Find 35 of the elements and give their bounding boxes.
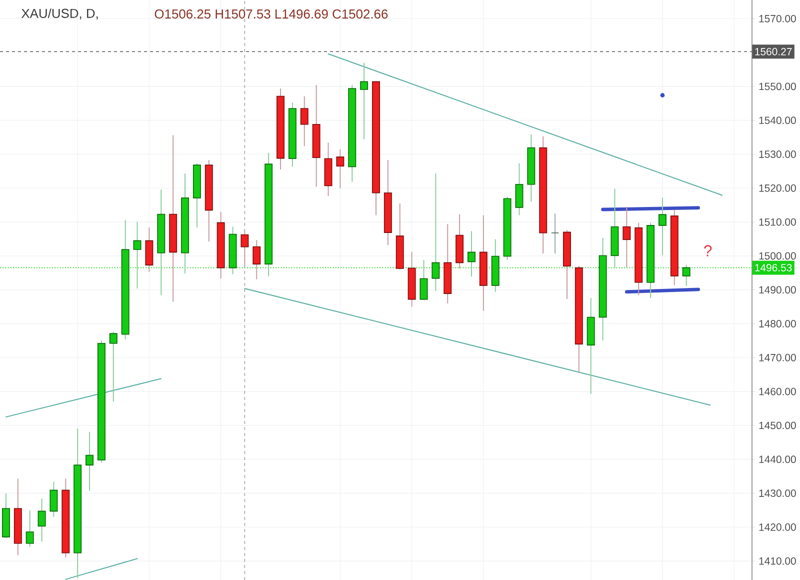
y-tick-label: 1460.00 [759, 388, 796, 396]
candlestick [658, 197, 666, 256]
y-tick-label: 1440.00 [759, 456, 796, 464]
y-tick-label: 1540.00 [759, 116, 796, 124]
y-tick-label: 1420.00 [759, 523, 796, 531]
y-tick-label: 1490.00 [759, 286, 796, 294]
candlestick [336, 148, 344, 189]
y-tick-label: 1480.00 [759, 320, 796, 328]
candlestick [38, 498, 46, 542]
y-tick-label: 1450.00 [759, 422, 796, 430]
ref-line-label: 1560.27 [755, 48, 792, 56]
text: XAU/USD, D, [21, 8, 98, 20]
annotation: ? [704, 245, 712, 256]
candlestick [515, 162, 524, 216]
y-tick-label: 1500.00 [759, 252, 796, 260]
candlestick [26, 510, 34, 548]
candlestick [551, 213, 560, 254]
ref-line-label: 1496.53 [755, 264, 792, 272]
candlestick [86, 431, 94, 492]
y-tick-label: 1530.00 [759, 150, 796, 158]
candlestick [360, 62, 368, 140]
candlestick [300, 96, 308, 147]
candlestick [50, 481, 58, 518]
y-tick-label: 1550.00 [759, 82, 796, 90]
y-tick-label: 1520.00 [759, 184, 796, 192]
y-tick-label: 1510.00 [759, 218, 796, 226]
y-tick-label: 1570.00 [759, 14, 796, 22]
y-tick-label: 1410.00 [759, 557, 796, 565]
candlestick [252, 239, 261, 280]
y-tick-label: 1430.00 [759, 490, 796, 497]
candlestick [240, 230, 249, 268]
candlestick [109, 331, 118, 402]
text: O1506.25 H1507.53 L1496.69 C1502.66 [154, 9, 388, 19]
y-tick-label: 1470.00 [759, 354, 796, 362]
candlestick [622, 206, 631, 268]
